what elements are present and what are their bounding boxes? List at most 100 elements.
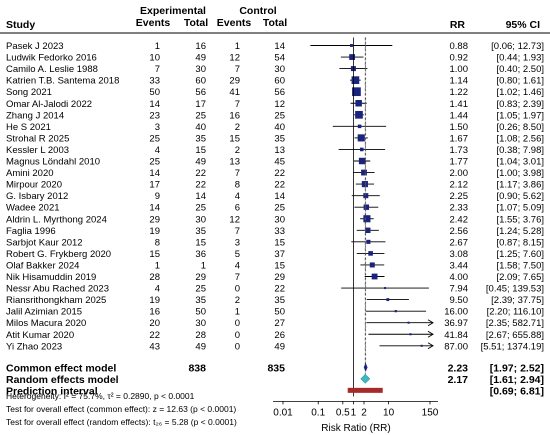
rr-value: 3.44 <box>450 260 469 271</box>
study-name: Sarbjot Kaur 2012 <box>6 237 83 248</box>
ci-value: [0.45; 139.53] <box>486 284 544 295</box>
header-rr: RR <box>450 19 466 31</box>
ctrl-total: 50 <box>274 307 285 318</box>
exp-events: 7 <box>155 64 160 75</box>
study-name: Mirpour 2020 <box>6 180 62 191</box>
exp-events: 4 <box>155 145 160 156</box>
ci-value: [1.17; 3.86] <box>496 180 544 191</box>
rr-value: 0.88 <box>450 41 469 52</box>
study-row: Atit Kumar 2020 22 28 0 26 41.84 [2.67; 655.88… <box>6 330 544 341</box>
x-tick-label: 0.01 <box>273 407 293 418</box>
exp-events: 29 <box>149 214 160 225</box>
rr-square <box>349 44 353 47</box>
x-tick-label: 0.5 <box>336 407 350 418</box>
ctrl-total: 15 <box>274 260 285 271</box>
exp-total: 35 <box>195 133 206 144</box>
x-axis: 0.01 0.1 0.5 1 2 10 150 <box>273 400 439 418</box>
exp-events: 4 <box>155 284 160 295</box>
ci-value: [1.25; 7.60] <box>496 249 544 260</box>
exp-events: 22 <box>149 330 160 341</box>
rr-value: 1.41 <box>450 99 469 110</box>
rr-square <box>420 344 423 347</box>
rr-value: 2.12 <box>450 180 469 191</box>
ci-value: [1.55; 3.76] <box>496 214 544 225</box>
study-row: Robert G. Frykberg 2020 15 36 5 37 3.08 [1.25;… <box>6 249 544 260</box>
ctrl-total: 22 <box>274 284 285 295</box>
rr-value: 7.94 <box>450 284 469 295</box>
study-name: Ludwik Fedorko 2016 <box>6 53 97 64</box>
exp-events: 3 <box>155 122 160 133</box>
ctrl-events: 4 <box>235 260 240 271</box>
exp-total: 25 <box>195 110 206 121</box>
ci-value: [0.80; 1.61] <box>496 76 544 87</box>
rr-square <box>363 193 369 199</box>
study-name: Robert G. Frykberg 2020 <box>6 249 111 260</box>
study-name: Wadee 2021 <box>6 203 60 214</box>
rr-square <box>407 321 410 324</box>
common-exp-total: 838 <box>188 362 206 374</box>
study-name: Jalil Azimian 2015 <box>6 307 82 318</box>
ctrl-total: 54 <box>274 53 285 64</box>
exp-events: 8 <box>155 237 160 248</box>
rr-value: 1.73 <box>450 145 469 156</box>
x-tick-label: 10 <box>383 407 395 418</box>
ctrl-total: 56 <box>274 87 285 98</box>
ctrl-events: 0 <box>235 330 240 341</box>
ctrl-events: 7 <box>235 226 240 237</box>
rr-value: 3.08 <box>450 249 469 260</box>
exp-total: 15 <box>195 237 206 248</box>
study-name: Magnus Löndahl 2010 <box>6 157 100 168</box>
rr-value: 1.22 <box>450 87 469 98</box>
study-name: Nik Hisamuddin 2019 <box>6 272 96 283</box>
exp-total: 35 <box>195 226 206 237</box>
study-row: G. Isbary 2012 9 14 4 14 2.25 [0.90; 5.62] <box>6 191 544 202</box>
ci-value: [1.07; 5.09] <box>496 203 544 214</box>
ctrl-total: 37 <box>274 249 285 260</box>
ci-value: [1.04; 3.01] <box>496 157 544 168</box>
rr-square <box>368 251 373 256</box>
ci-arrow <box>427 342 434 350</box>
common-ctrl-total: 835 <box>267 362 285 374</box>
study-name: Atit Kumar 2020 <box>6 330 74 341</box>
exp-events: 14 <box>149 99 160 110</box>
study-row: Camilo A. Leslie 1988 7 30 7 30 1.00 [0.40; 2.… <box>6 64 544 75</box>
ci-value: [0.90; 5.62] <box>496 191 544 202</box>
summary-rows: Common effect model 838 835 2.23 [1.97; 2.52… <box>6 362 544 397</box>
ci-value: [0.40; 2.50] <box>496 64 544 75</box>
ctrl-total: 33 <box>274 226 285 237</box>
exp-total: 49 <box>195 341 206 352</box>
exp-total: 60 <box>195 76 206 87</box>
study-row: Wadee 2021 14 25 6 25 2.33 [1.07; 5.09] <box>6 203 544 214</box>
rr-value: 4.00 <box>450 272 469 283</box>
ctrl-total: 25 <box>274 110 285 121</box>
ctrl-total: 13 <box>274 145 285 156</box>
rr-value: 1.50 <box>450 122 469 133</box>
common-rr: 2.23 <box>448 362 469 374</box>
study-name: He S 2021 <box>6 122 51 133</box>
ctrl-events: 0 <box>235 284 240 295</box>
study-name: G. Isbary 2012 <box>6 191 68 202</box>
header: Study Experimental Control Events Total … <box>6 5 540 31</box>
ctrl-events: 2 <box>235 122 240 133</box>
ci-value: [0.87; 8.15] <box>496 237 544 248</box>
rr-value: 16.00 <box>444 307 468 318</box>
ci-value: [1.24; 5.28] <box>496 226 544 237</box>
ctrl-events: 2 <box>235 295 240 306</box>
study-row: Jalil Azimian 2015 16 50 1 50 16.00 [2.20; 116… <box>6 307 544 318</box>
study-name: Song 2021 <box>6 87 52 98</box>
exp-total: 25 <box>195 203 206 214</box>
study-row: Katrien T.B. Santema 2018 33 60 29 60 1.14 [0.… <box>6 76 544 87</box>
study-row: Strohal R 2025 25 35 15 35 1.67 [1.08; 2.56] <box>6 133 544 144</box>
exp-total: 16 <box>195 41 206 52</box>
ci-value: [1.08; 2.56] <box>496 133 544 144</box>
rr-square <box>355 100 362 107</box>
ci-value: [0.26; 8.50] <box>496 122 544 133</box>
rr-value: 2.42 <box>450 214 469 225</box>
rr-value: 1.14 <box>450 76 469 87</box>
ctrl-events: 41 <box>229 87 240 98</box>
rr-square <box>363 204 370 210</box>
header-ctrl-total: Total <box>263 17 287 29</box>
study-row: Olaf Bakker 2024 1 1 4 15 3.44 [1.58; 7.50] <box>6 260 544 271</box>
x-tick-label: 1 <box>351 407 357 418</box>
study-name: Strohal R 2025 <box>6 133 69 144</box>
